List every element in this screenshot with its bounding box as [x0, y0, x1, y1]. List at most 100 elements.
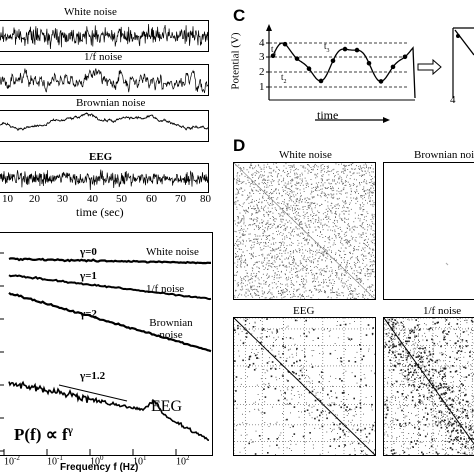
rp-white-noise-dot [262, 265, 264, 267]
rp-eeg-dot [305, 319, 307, 322]
rp-eeg-dot [371, 332, 374, 335]
rp-white-noise-dot [356, 189, 358, 191]
rp-white-noise-dot [274, 257, 276, 259]
rp-1f-noise-dot [445, 440, 446, 442]
rp-white-noise-dot [259, 244, 260, 246]
rp-white-noise-dot [283, 201, 285, 203]
rp-white-noise-dot [294, 202, 296, 204]
rp-eeg-dot [343, 391, 345, 394]
rp-white-noise-dot [279, 249, 281, 251]
rp-eeg-dot [270, 347, 271, 349]
rp-1f-noise-dot [440, 410, 442, 411]
rp-white-noise-dot [256, 262, 258, 264]
rp-white-noise-dot [313, 197, 315, 198]
rp-white-noise-dot [299, 263, 301, 265]
rp-white-noise-dot [323, 282, 325, 283]
rp-white-noise-dot [359, 218, 361, 220]
rp-1f-noise-dot [470, 406, 472, 408]
rp-white-noise-dot [371, 171, 373, 173]
rp-white-noise-dot [333, 258, 335, 260]
rp-1f-noise-dot [458, 326, 459, 328]
rp-1f-noise-dot [404, 370, 407, 372]
rp-white-noise-dot [344, 203, 346, 205]
rp-white-noise-dot [307, 164, 309, 166]
rp-eeg-dot [279, 434, 281, 436]
rp-white-noise-dot [353, 197, 355, 199]
rp-white-noise-dot [302, 181, 303, 183]
rp-1f-noise-dot [405, 342, 407, 344]
rp-white-noise-dot [373, 183, 374, 185]
rp-white-noise-dot [327, 211, 329, 212]
rp-white-noise-dot [290, 169, 292, 171]
rp-1f-noise-dot [423, 356, 425, 357]
rp-white-noise-dot [320, 165, 322, 167]
rp-white-noise-dot [267, 269, 268, 270]
rp-white-noise-dot [297, 208, 299, 210]
rp-eeg-dot [291, 398, 293, 400]
rp-white-noise-dot [363, 219, 365, 220]
rp-white-noise-dot [313, 215, 315, 216]
rp-white-noise-dot [326, 197, 328, 199]
rp-white-noise-dot [294, 231, 295, 233]
rp-eeg-dot [246, 332, 248, 335]
rp-white-noise-dot [272, 204, 274, 205]
rp-white-noise-dot [299, 222, 301, 223]
rp-white-noise-dot [332, 197, 333, 199]
rp-white-noise-dot [309, 289, 311, 291]
rp-1f-noise-dot [447, 419, 449, 421]
rp-white-noise-dot [297, 233, 299, 235]
rp-eeg-dot [293, 406, 296, 408]
rp-white-noise-dot [281, 297, 283, 299]
rp-white-noise-dot [302, 295, 304, 297]
rp-white-noise-dot [283, 184, 285, 186]
rp-white-noise-dot [312, 166, 314, 168]
rp-eeg-dot [310, 438, 311, 440]
rp-white-noise-dot [266, 274, 267, 276]
rp-eeg-dot [272, 344, 275, 347]
rp-white-noise-dot [234, 280, 236, 282]
rp-1f-noise-dot [441, 419, 443, 422]
rp-eeg-dot [329, 330, 331, 331]
rp-1f-noise-dot [469, 452, 470, 454]
rp-white-noise-dot [315, 281, 316, 282]
rp-1f-noise-dot [414, 336, 415, 338]
rp-white-noise-dot [370, 167, 372, 168]
rp-white-noise-dot [309, 239, 310, 241]
rp-1f-noise-dot [422, 387, 424, 388]
rp-eeg-dot [287, 389, 289, 391]
power-law-formula: P(f) ∝ fγ [14, 424, 73, 445]
rp-eeg-dot [314, 417, 316, 420]
rp-white-noise-dot [318, 257, 320, 259]
rp-white-noise-dot [264, 230, 265, 231]
rp-white-noise-dot [240, 256, 242, 257]
rp-white-noise-dot [249, 240, 250, 242]
rp-white-noise-dot [333, 179, 335, 181]
rp-white-noise-dot [276, 274, 278, 276]
schematic-time-arrowhead [383, 117, 390, 123]
rp-1f-noise-dot [435, 388, 436, 390]
rp-white-noise-dot [320, 268, 322, 270]
rp-white-noise-dot [272, 180, 274, 182]
rp-eeg-dot [341, 380, 343, 382]
rp-eeg-dot [363, 450, 364, 452]
rp-white-noise-dot [242, 215, 244, 216]
rp-eeg-dot [296, 352, 297, 354]
rp-white-noise-dot [241, 220, 242, 222]
rp-white-noise-dot [237, 256, 239, 258]
rp-white-noise-dot [317, 194, 318, 196]
rp-white-noise-dot [302, 215, 304, 216]
rp-white-noise-dot [356, 198, 358, 199]
rp-1f-noise-dot [432, 384, 435, 387]
rp-1f-noise-dot [393, 345, 396, 348]
rp-white-noise-dot [350, 266, 352, 268]
rp-white-noise-dot [346, 285, 348, 287]
rp-1f-noise-dot [408, 340, 410, 343]
rp-eeg-dot [285, 393, 286, 395]
rp-1f-noise-dot [434, 322, 436, 325]
rp-white-noise-dot [339, 255, 341, 257]
rp-1f-noise-dot [458, 389, 461, 392]
rp-white-noise-dot [328, 182, 330, 184]
rp-eeg-dot [296, 354, 297, 356]
rp-white-noise-dot [250, 274, 252, 276]
rp-white-noise-dot [321, 191, 323, 193]
